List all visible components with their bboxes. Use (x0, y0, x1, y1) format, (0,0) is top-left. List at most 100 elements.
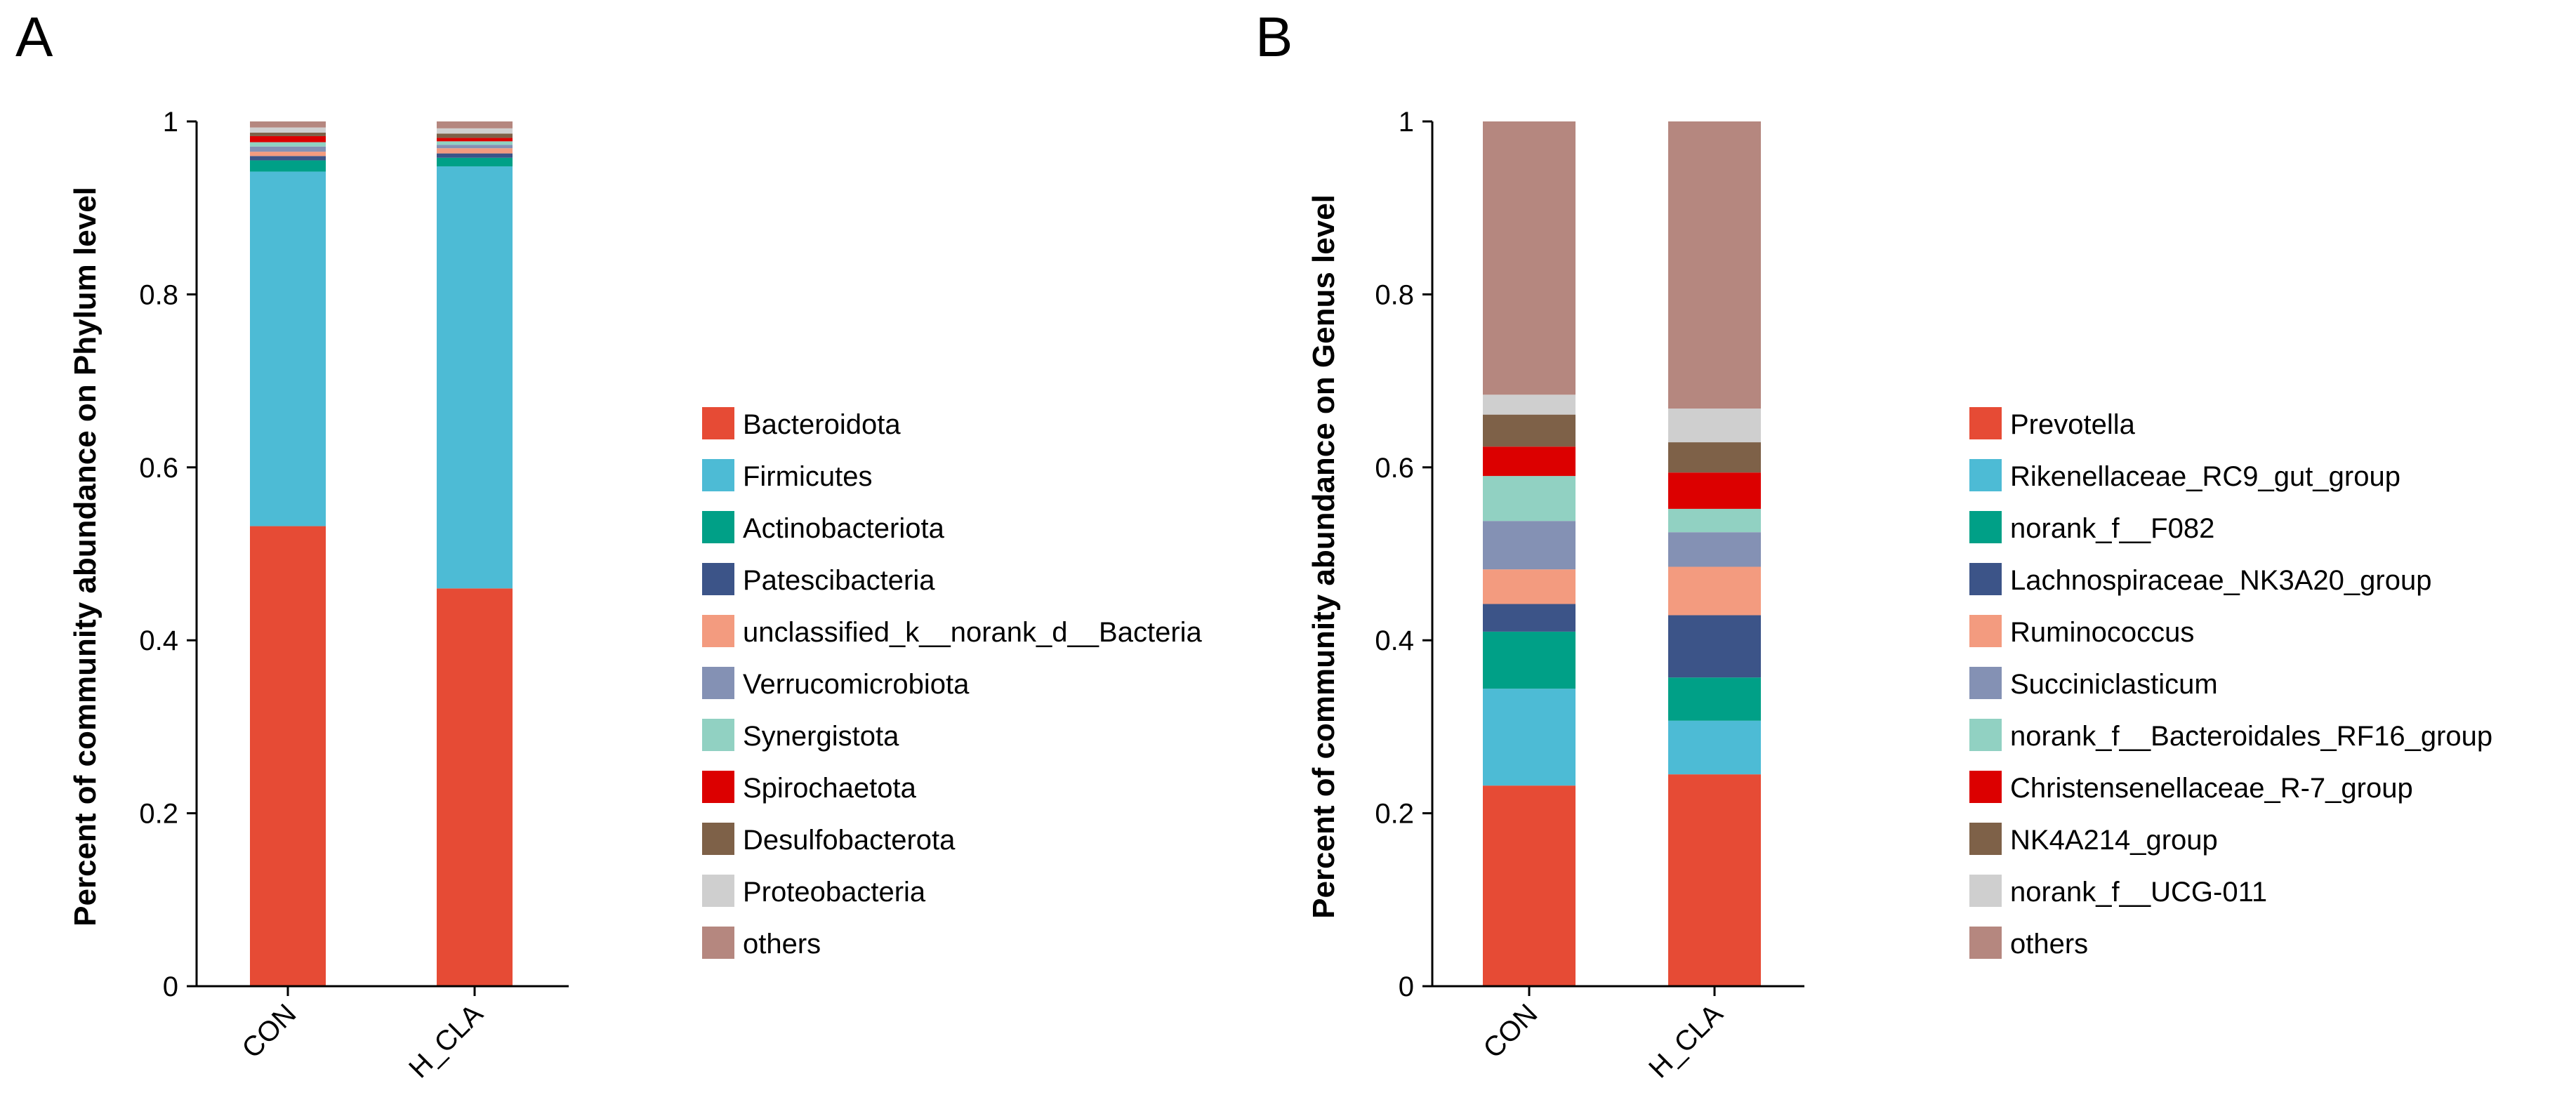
axes-a (195, 121, 569, 996)
legend-label: Firmicutes (743, 461, 872, 492)
legend-swatch (1969, 771, 2002, 803)
legend-label: unclassified_k__norank_d__Bacteria (743, 617, 1203, 648)
panel-letter-a: A (15, 6, 53, 68)
legend-swatch (1969, 459, 2002, 491)
y-tick-label: 0.8 (139, 279, 178, 310)
bar-segment (250, 146, 326, 152)
y-axis-ticks-b: 0 0.2 0.4 0.6 0.8 1 (1375, 107, 1432, 1002)
bar-segment (1483, 604, 1576, 632)
bar-segment (250, 133, 326, 136)
bar-segment (1668, 442, 1761, 473)
stacked-bars-b (1483, 121, 1761, 986)
legend-swatch (702, 927, 734, 959)
legend-swatch (1969, 615, 2002, 647)
legend-label: Prevotella (2010, 409, 2136, 440)
bar-segment (1483, 521, 1576, 570)
bar-segment (250, 135, 326, 142)
legend-label: norank_f__F082 (2010, 513, 2214, 544)
bar-segment (437, 145, 513, 149)
bar-segment (1668, 720, 1761, 775)
legend-label: Proteobacteria (743, 877, 926, 908)
legend-label: Bacteroidota (743, 409, 901, 440)
legend-swatch (1969, 719, 2002, 751)
y-tick-label: 0.4 (1375, 625, 1414, 656)
y-tick-label: 0.2 (139, 799, 178, 830)
legend-swatch (702, 875, 734, 907)
bar-segment (1483, 121, 1576, 395)
bar-segment (250, 127, 326, 133)
y-axis-title-a: Percent of community abundance on Phylum… (68, 187, 103, 927)
legend-b: Prevotella Rikenellaceae_RC9_gut_groupnor… (1969, 407, 2492, 960)
legend-swatch (1969, 563, 2002, 595)
y-tick-label: 0.8 (1375, 279, 1414, 310)
legend-label: Patescibacteria (743, 565, 935, 596)
legend-label: Lachnospiraceae_NK3A20_group (2010, 565, 2431, 596)
bar-segment (437, 166, 513, 589)
panel-a: A Percent of community abundance on Phyl… (15, 6, 1203, 1084)
legend-swatch (1969, 667, 2002, 699)
legend-swatch (702, 719, 734, 751)
bar-segment (250, 142, 326, 147)
y-tick-label: 0 (1399, 971, 1414, 1002)
bar-segment (250, 121, 326, 128)
bar-segment (250, 160, 326, 172)
legend-label: others (2010, 929, 2088, 960)
y-tick-label: 0.2 (1375, 799, 1414, 830)
bar-segment (250, 152, 326, 157)
bar-segment (1483, 631, 1576, 689)
bar-segment (250, 156, 326, 161)
y-axis-ticks-a: 0 0.2 0.4 0.6 0.8 1 (139, 107, 197, 1002)
panel-letter-b: B (1255, 6, 1293, 68)
x-category-label: H_CLA (1643, 998, 1729, 1084)
legend-a: Bacteroidota Firmicutes Actinobacteriota Pa… (702, 407, 1203, 960)
legend-swatch (702, 407, 734, 439)
bar-segment (437, 588, 513, 986)
legend-label: Desulfobacterota (743, 825, 956, 856)
bar-segment (1668, 409, 1761, 443)
legend-label: Synergistota (743, 721, 899, 752)
bar-segment (250, 526, 326, 986)
bar-segment (1483, 785, 1576, 986)
legend-label: Rikenellaceae_RC9_gut_group (2010, 461, 2400, 492)
legend-label: others (743, 929, 821, 960)
legend-swatch (1969, 823, 2002, 855)
y-axis-title-b: Percent of community abundance on Genus … (1307, 194, 1341, 919)
bar-segment (1483, 414, 1576, 447)
category-labels-b: CON H_CLA (1477, 998, 1729, 1084)
bar-segment (1668, 615, 1761, 678)
legend-label: Succiniclasticum (2010, 669, 2218, 700)
bar-segment (1668, 532, 1761, 567)
legend-label: NK4A214_group (2010, 825, 2218, 856)
bar-segment (1668, 121, 1761, 409)
legend-swatch (1969, 511, 2002, 543)
bar-segment (437, 133, 513, 138)
panel-b: B Percent of community abundance on Genu… (1255, 6, 2492, 1084)
bar-segment (437, 148, 513, 154)
axes-b (1431, 121, 1804, 996)
legend-label: Actinobacteriota (743, 513, 945, 544)
legend-label: norank_f__Bacteroidales_RF16_group (2010, 721, 2492, 752)
legend-label: Verrucomicrobiota (743, 669, 970, 700)
bar-segment (1483, 569, 1576, 604)
legend-swatch (702, 823, 734, 855)
bar-segment (1483, 476, 1576, 522)
bar-segment (1483, 446, 1576, 477)
y-tick-label: 1 (1399, 107, 1414, 138)
legend-swatch (702, 667, 734, 699)
bar-segment (1668, 774, 1761, 986)
category-labels-a: CON H_CLA (236, 998, 489, 1084)
bar-segment (250, 171, 326, 526)
x-category-label: CON (236, 998, 302, 1064)
bar-segment (1668, 472, 1761, 509)
bar-segment (1668, 508, 1761, 533)
legend-label: norank_f__UCG-011 (2010, 877, 2267, 908)
bar-segment (1483, 689, 1576, 786)
stacked-bars-a (250, 121, 513, 986)
legend-label: Christensenellaceae_R-7_group (2010, 773, 2413, 804)
legend-swatch (702, 615, 734, 647)
y-tick-label: 0.6 (1375, 453, 1414, 484)
legend-swatch (702, 771, 734, 803)
legend-swatch (1969, 875, 2002, 907)
x-category-label: H_CLA (403, 998, 489, 1084)
